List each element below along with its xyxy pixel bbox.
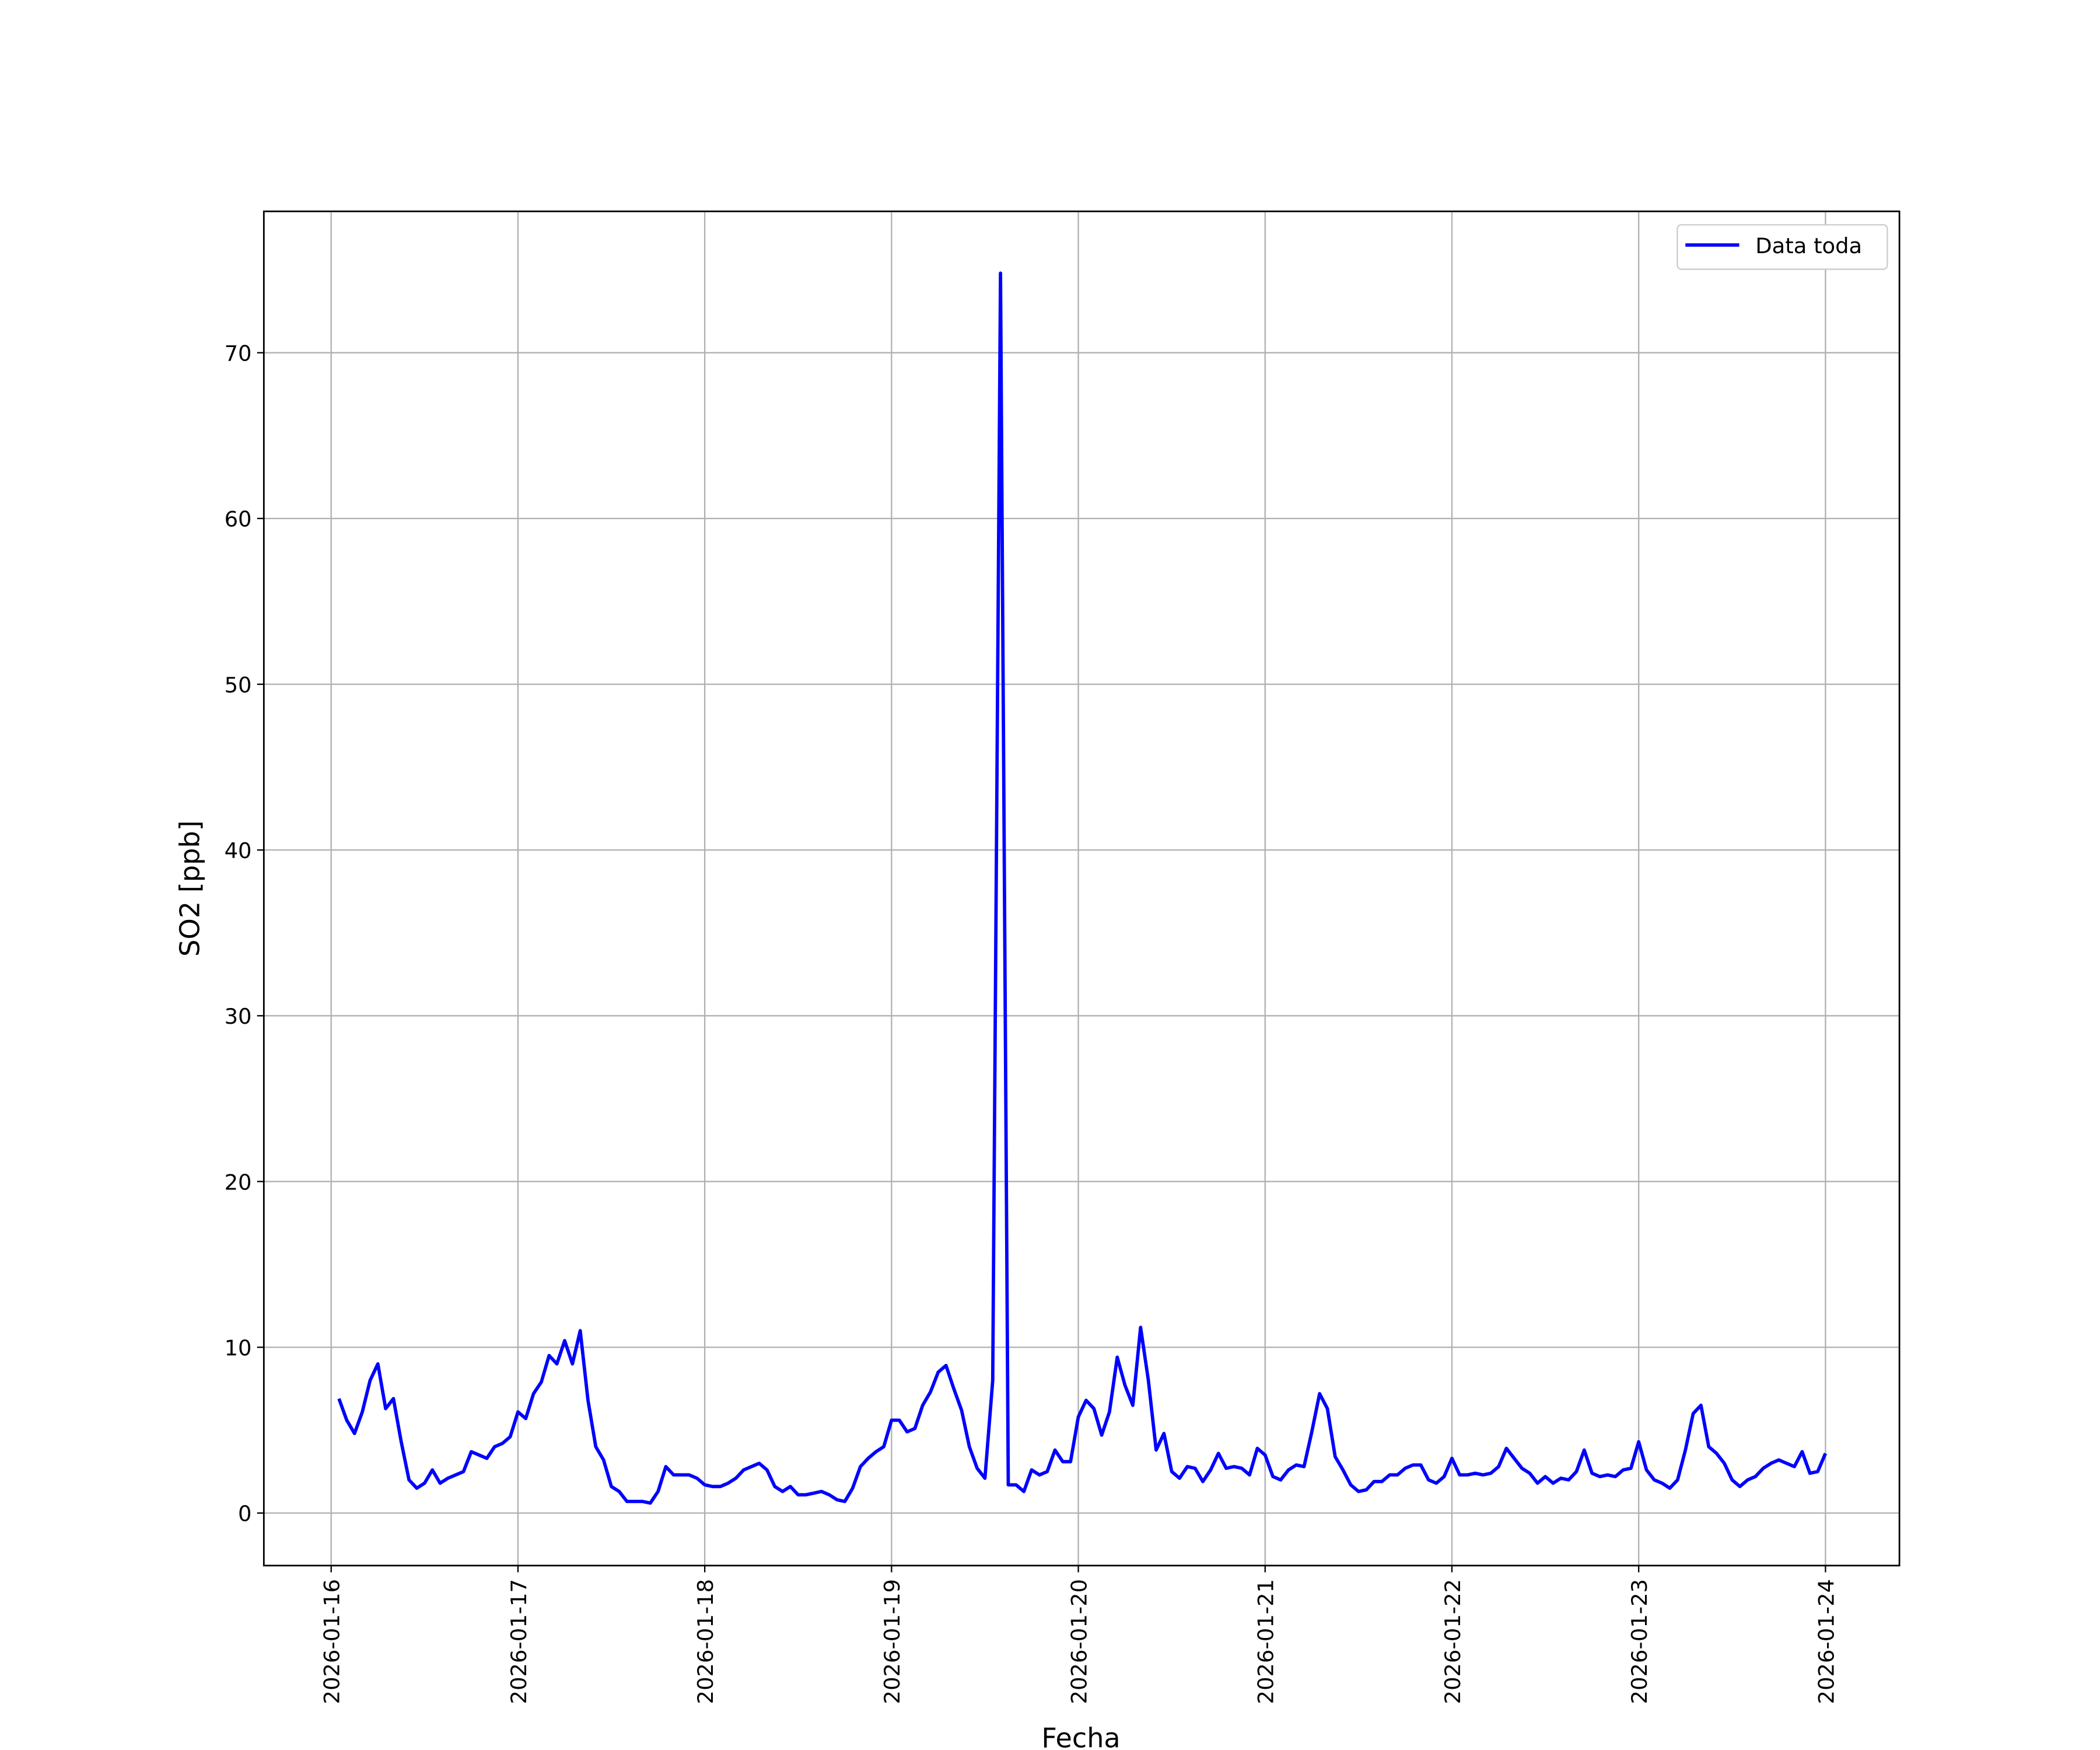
x-axis-label: Fecha <box>1041 1722 1120 1750</box>
x-tick-label: 2026-01-24 <box>1814 1579 1839 1704</box>
x-tick-label: 2026-01-18 <box>693 1579 718 1704</box>
y-tick-label: 0 <box>238 1502 251 1527</box>
y-tick-label: 70 <box>225 341 252 366</box>
x-tick-label: 2026-01-23 <box>1627 1579 1652 1704</box>
plot-frame <box>262 210 1901 1567</box>
y-tick-label: 40 <box>225 838 252 863</box>
x-tick-label: 2026-01-17 <box>506 1579 531 1704</box>
x-tick-label: 2026-01-20 <box>1066 1579 1091 1704</box>
x-tick-label: 2026-01-19 <box>880 1579 905 1704</box>
data-line <box>337 271 1828 1505</box>
y-tick-label: 20 <box>225 1170 252 1195</box>
y-tick-label: 50 <box>225 673 252 698</box>
legend: Data toda <box>1676 224 1888 270</box>
y-tick-label: 30 <box>225 1004 252 1029</box>
y-tick-label: 60 <box>225 507 252 532</box>
y-axis-label: SO2 [ppb] <box>174 820 206 957</box>
y-tick-label: 10 <box>225 1335 252 1360</box>
legend-box <box>1676 224 1888 270</box>
legend-label: Data toda <box>1755 233 1862 258</box>
x-tick-label: 2026-01-16 <box>320 1579 345 1704</box>
x-tick-label: 2026-01-21 <box>1254 1579 1279 1704</box>
x-tick-label: 2026-01-22 <box>1440 1579 1465 1704</box>
